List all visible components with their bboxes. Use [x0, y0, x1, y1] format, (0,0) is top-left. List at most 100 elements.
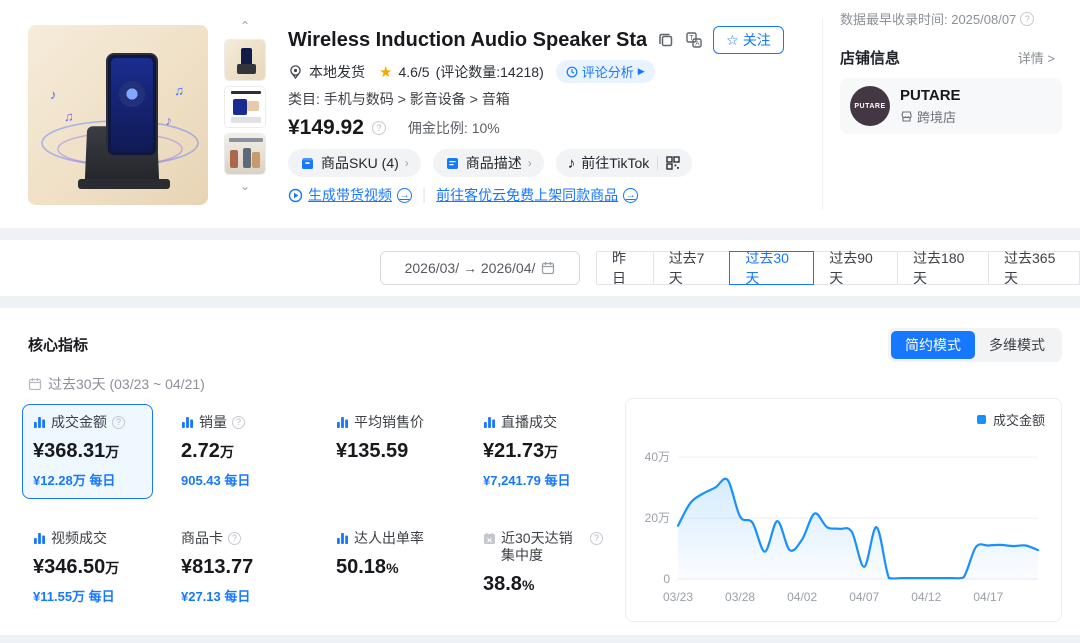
action-links-row: 生成带货视频 → | 前往客优云免费上架同款商品 → [288, 185, 639, 205]
product-thumbnail-3[interactable] [224, 133, 266, 175]
review-analysis-label: 评论分析 [581, 65, 634, 80]
store-detail-link[interactable]: 详情 > [1017, 51, 1055, 66]
tiktok-note-icon: ♪ [567, 154, 576, 172]
metric-card[interactable]: 视频成交 ¥346.50万 ¥11.55万 每日 [22, 520, 164, 615]
metric-daily-value [336, 470, 456, 485]
svg-text:04/07: 04/07 [849, 590, 879, 604]
mode-multi-button[interactable]: 多维模式 [989, 337, 1045, 353]
metric-label: 成交金额 [51, 414, 107, 430]
copy-icon[interactable] [657, 31, 675, 49]
follow-label: 关注 [742, 32, 771, 48]
legend-label: 成交金额 [992, 413, 1045, 428]
tiktok-button-label: 前往TikTok [581, 155, 650, 171]
metric-card[interactable]: 近30天达销集中度? 38.8% [472, 520, 614, 628]
goto-tiktok-button[interactable]: ♪ 前往TikTok [555, 149, 693, 177]
product-thumbnail-1[interactable] [224, 39, 266, 81]
metric-info-icon[interactable]: ? [590, 532, 603, 545]
chevron-right-icon: › [527, 156, 532, 170]
core-metrics-section: 核心指标 简约模式 多维模式 过去30天 (03/23 ~ 04/21) 成交金… [0, 308, 1080, 635]
metric-value: ¥346.50万 [33, 556, 120, 578]
svg-text:20万: 20万 [645, 511, 670, 525]
metric-value: 38.8% [483, 573, 535, 595]
metric-daily-value: ¥12.28万 每日 [33, 473, 116, 488]
rating-value: 4.6/5 [398, 63, 430, 80]
mode-simple-button[interactable]: 简约模式 [891, 331, 975, 359]
upload-same-product-link[interactable]: 前往客优云免费上架同款商品 → [436, 185, 639, 205]
svg-text:04/02: 04/02 [787, 590, 817, 604]
chart-legend: 成交金额 [976, 410, 1045, 429]
metric-card[interactable]: 直播成交 ¥21.73万 ¥7,241.79 每日 [472, 404, 614, 499]
circle-arrow-icon: → [623, 187, 639, 203]
metric-card[interactable]: 平均销售价 ¥135.59 [325, 404, 467, 495]
metric-daily-value: ¥11.55万 每日 [33, 589, 115, 604]
metric-label: 商品卡 [181, 530, 223, 546]
legend-dot-icon [976, 415, 986, 424]
svg-text:40万: 40万 [645, 450, 670, 464]
metric-value: ¥135.59 [336, 440, 409, 462]
time-range-button[interactable]: 过去30天 [729, 250, 815, 286]
thumbs-scroll-down-icon[interactable]: ⌄ [239, 179, 251, 193]
time-range-button[interactable]: 过去365天 [988, 250, 1080, 286]
time-range-button-group: 昨日 过去7天 过去30天 过去90天 过去180天 过去365天 [596, 250, 1080, 286]
description-button[interactable]: 商品描述 › [432, 149, 544, 177]
follow-button[interactable]: ☆ 关注 [713, 26, 784, 54]
time-range-button[interactable]: 昨日 [596, 250, 654, 286]
metric-value: 50.18% [336, 556, 399, 578]
metric-info-icon[interactable]: ? [112, 416, 125, 429]
date-range-input[interactable]: 2026/03/ → 2026/04/ [380, 251, 580, 285]
time-range-button[interactable]: 过去180天 [897, 250, 989, 286]
category-breadcrumb: 类目: 手机与数码 > 影音设备 > 音箱 [288, 91, 510, 107]
metric-card[interactable]: 成交金额? ¥368.31万 ¥12.28万 每日 [22, 404, 153, 499]
chevron-right-icon: › [404, 156, 409, 170]
sku-button[interactable]: 商品SKU (4) › [288, 149, 421, 177]
period-label: 过去30天 (03/23 ~ 04/21) [48, 376, 205, 392]
metric-daily-value: ¥27.13 每日 [181, 589, 251, 604]
product-thumbnail-2[interactable] [224, 86, 266, 128]
price-info-icon[interactable]: ? [371, 121, 386, 135]
metric-info-icon[interactable]: ? [232, 416, 245, 429]
circle-arrow-icon: → [397, 187, 412, 203]
gmv-line-chart[interactable]: 0 20万 40万 03/23 03/28 04/02 04/07 04/12 04/17 [626, 431, 1061, 621]
generate-video-label: 生成带货视频 [308, 187, 392, 203]
music-note-icon: ♫ [64, 109, 74, 124]
location-pin-icon [290, 65, 301, 79]
store-card[interactable]: PUTARE PUTARE 跨境店 [840, 78, 1062, 134]
divider: | [422, 186, 427, 203]
store-logo: PUTARE [850, 86, 890, 126]
metric-value: ¥368.31万 [33, 440, 120, 462]
document-icon [446, 157, 458, 169]
store-type-label: 跨境店 [917, 109, 957, 125]
metric-info-icon[interactable]: ? [228, 532, 241, 545]
svg-text:04/12: 04/12 [911, 590, 941, 604]
music-note-icon: ♪ [165, 113, 173, 128]
metric-card[interactable]: 商品卡? ¥813.77 ¥27.13 每日 [170, 520, 312, 615]
metric-card[interactable]: 达人出单率 50.18% [325, 520, 467, 611]
time-range-button[interactable]: 过去7天 [652, 250, 731, 286]
box-icon [302, 157, 313, 169]
metric-label: 直播成交 [501, 414, 557, 430]
svg-text:T: T [689, 35, 694, 42]
footer-strip [0, 635, 1080, 643]
time-range-button[interactable]: 过去90天 [813, 250, 899, 286]
metric-label: 销量 [199, 414, 227, 430]
metric-card[interactable]: 销量? 2.72万 905.43 每日 [170, 404, 312, 499]
review-analysis-button[interactable]: 评论分析 ▶ [555, 60, 655, 83]
thumbnail-strip: ⌃ ⌄ [222, 20, 268, 194]
product-header-section: ♪ ♫ ♫ ♪ ⌃ [0, 0, 1080, 228]
metric-label: 视频成交 [51, 530, 107, 546]
qr-code-icon[interactable] [666, 156, 680, 170]
recorded-time-text: 数据最早收录时间: 2025/08/07 [840, 12, 1017, 27]
gmv-chart-card: 成交金额 0 20万 40万 03/23 03/28 04/02 04/07 04/12 04/… [625, 398, 1062, 622]
translate-icon[interactable]: T A [685, 31, 703, 49]
thumbs-scroll-up-icon[interactable]: ⌃ [239, 19, 251, 33]
product-main-image[interactable]: ♪ ♫ ♫ ♪ [28, 25, 208, 205]
description-button-label: 商品描述 [465, 155, 522, 171]
clock-icon [566, 66, 578, 77]
recorded-info-icon[interactable]: ? [1020, 11, 1035, 26]
metrics-period: 过去30天 (03/23 ~ 04/21) [28, 374, 205, 394]
product-title-row: Wireless Induction Audio Speaker Sta T A… [288, 26, 784, 54]
play-video-icon [288, 188, 303, 202]
rating-star-icon: ★ [379, 63, 393, 81]
generate-video-link[interactable]: 生成带货视频 → [288, 185, 412, 205]
storefront-icon [901, 110, 912, 122]
